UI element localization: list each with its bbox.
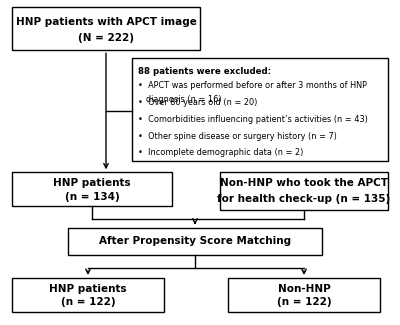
Text: •  Comorbidities influencing patient’s activities (n = 43): • Comorbidities influencing patient’s ac… xyxy=(138,115,368,124)
Text: •  Over 80 years old (n = 20): • Over 80 years old (n = 20) xyxy=(138,98,257,107)
Bar xyxy=(228,278,380,312)
Text: (n = 122): (n = 122) xyxy=(61,297,115,307)
Bar xyxy=(12,6,200,50)
Text: HNP patients: HNP patients xyxy=(49,284,127,294)
Text: •  Incomplete demographic data (n = 2): • Incomplete demographic data (n = 2) xyxy=(138,148,303,157)
Text: •  Other spine disease or surgery history (n = 7): • Other spine disease or surgery history… xyxy=(138,132,337,141)
Text: diagnosis (n = 16): diagnosis (n = 16) xyxy=(138,95,222,104)
Bar xyxy=(68,227,322,255)
Text: (N = 222): (N = 222) xyxy=(78,33,134,43)
Text: Non-HNP who took the APCT: Non-HNP who took the APCT xyxy=(220,178,388,188)
Text: Non-HNP: Non-HNP xyxy=(278,284,330,294)
Text: •  APCT was performed before or after 3 months of HNP: • APCT was performed before or after 3 m… xyxy=(138,81,367,90)
Text: (n = 122): (n = 122) xyxy=(277,297,331,307)
Bar xyxy=(220,172,388,210)
Text: (n = 134): (n = 134) xyxy=(65,192,119,202)
Text: HNP patients: HNP patients xyxy=(53,178,131,188)
Text: for health check-up (n = 135): for health check-up (n = 135) xyxy=(217,194,391,204)
Bar xyxy=(132,58,388,161)
Bar xyxy=(12,278,164,312)
Text: 88 patients were excluded:: 88 patients were excluded: xyxy=(138,67,271,76)
Text: HNP patients with APCT image: HNP patients with APCT image xyxy=(16,17,196,27)
Text: After Propensity Score Matching: After Propensity Score Matching xyxy=(99,236,291,246)
Bar xyxy=(12,172,172,206)
